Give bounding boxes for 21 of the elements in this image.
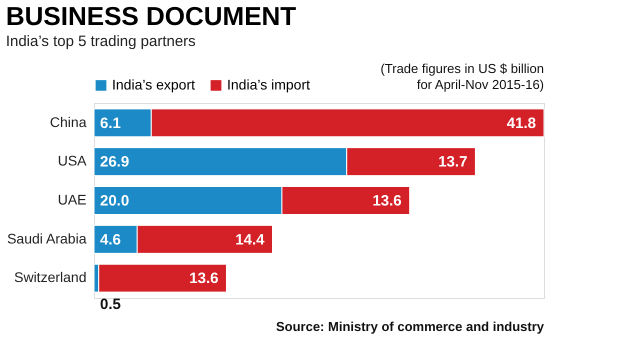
data-label: 0.5 [100,296,121,314]
y-tick-label: Saudi Arabia [7,230,87,246]
y-tick-label: UAE [58,192,86,208]
legend-label: India’s export [112,76,196,92]
data-label: 6.1 [100,114,121,132]
y-tick-label: USA [58,152,88,169]
y-tick-label: Switzerland [14,269,86,286]
data-label: 13.6 [189,270,218,288]
y-tick-label: China [50,114,87,130]
data-label: 20.0 [100,192,130,210]
data-label: 13.6 [372,192,402,210]
legend-label: India’s import [227,76,310,92]
text: (Trade figures in US $ billion for April-Nov 2015-16) [380,61,544,92]
data-label: 4.6 [100,231,121,248]
chart-title: BUSINESS DOCUMENT [6,1,296,31]
data-label: 14.4 [235,231,266,248]
source-note: Source: Ministry of commerce and industry [276,319,545,334]
chart-subtitle: India’s top 5 trading partners [6,33,196,50]
data-label: 13.7 [438,154,468,171]
data-label: 41.8 [506,114,536,132]
data-label: 26.9 [100,154,130,171]
